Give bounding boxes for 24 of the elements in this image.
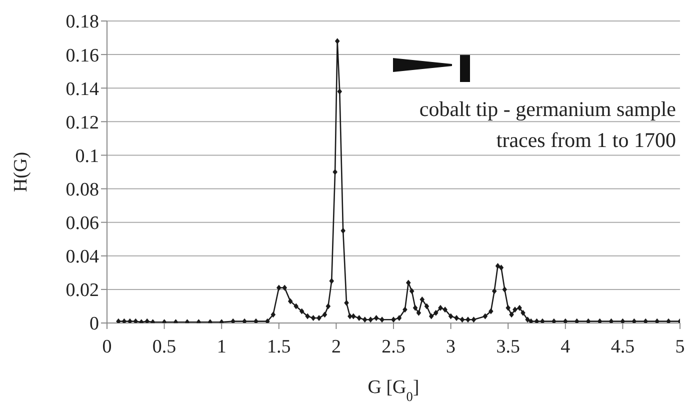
y-tick-label: 0.18 (66, 12, 99, 33)
x-tick-label: 3.5 (496, 336, 520, 358)
annotation: cobalt tip - germanium sample (419, 97, 676, 121)
x-tick-label: 1 (216, 336, 226, 358)
x-tick-label: 4.5 (610, 336, 635, 358)
annotation: traces from 1 to 1700 (496, 128, 676, 152)
y-tick-label: 0.08 (66, 180, 99, 201)
y-tick-label: 0.16 (66, 45, 99, 66)
x-tick-label: 5 (675, 336, 685, 358)
y-tick-label: 0.1 (75, 146, 99, 167)
x-tick-label: 4 (560, 336, 571, 358)
x-tick-label: 1.5 (267, 336, 291, 358)
y-axis-title: H(G) (10, 152, 32, 192)
y-tick-label: 0.02 (66, 280, 99, 302)
y-tick-label: 0.14 (66, 78, 100, 100)
y-tick-label: 0.12 (66, 112, 99, 134)
y-tick-label: 0.04 (66, 246, 100, 268)
x-axis-title: G [G$_{0}$] (368, 377, 420, 403)
x-tick-label: 2.5 (382, 336, 406, 358)
x-tick-label: 2 (331, 336, 341, 358)
y-tick-label: 0.06 (66, 213, 99, 234)
y-tick-label: 0 (90, 314, 99, 335)
x-tick-label: 0.5 (152, 336, 176, 358)
x-tick-label: 3 (446, 336, 456, 358)
